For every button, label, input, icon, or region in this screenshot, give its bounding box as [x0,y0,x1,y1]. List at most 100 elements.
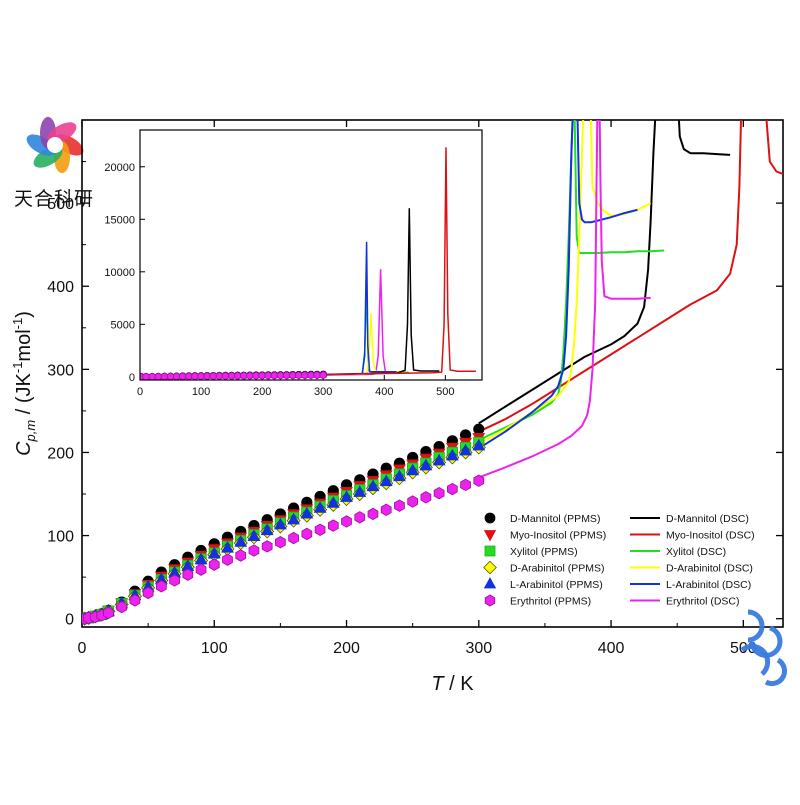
inset-point-erythritol-ppms [221,371,230,380]
main-y-tick-label: 200 [47,445,74,462]
main-point-erythritol-ppms [195,563,207,576]
inset-point-erythritol-ppms [173,372,181,380]
main-point-l-arabinitol-ppms [340,490,353,502]
inset-x-tick-label: 400 [375,386,393,398]
inset-point-erythritol-ppms [246,371,254,380]
main-point-l-arabinitol-ppms [247,529,261,541]
inset-point-erythritol-ppms [215,371,224,380]
main-y-tick-label: 0 [65,612,74,629]
legend-marker-l-arabinitol-ppms [483,577,497,589]
main-point-erythritol-ppms [156,580,167,593]
legend-item-xylitol-dsc: Xylitol (DSC) [630,546,726,558]
inset-point-erythritol-ppms [160,372,169,380]
inset-point-erythritol-ppms [282,371,291,380]
legend-item-myo-inositol-ppms: Myo-Inositol (PPMS) [483,530,606,542]
y-axis-unit: mol [13,329,35,361]
inset-point-erythritol-ppms [209,371,217,380]
main-point-erythritol-ppms [420,491,432,504]
main-point-erythritol-ppms [433,487,445,500]
main-point-l-arabinitol-ppms [366,479,380,492]
main-point-erythritol-ppms [407,495,419,508]
main-point-erythritol-ppms [208,558,220,571]
legend-marker-erythritol-ppms [484,594,496,607]
y-axis-symbol: C [13,441,35,456]
inset-x-tick-label: 100 [192,386,210,398]
main-point-l-arabinitol-ppms [432,453,446,466]
watermark-logo-center [47,137,63,153]
y-axis-superscript: -1 [10,362,25,374]
main-point-erythritol-ppms [261,540,273,553]
inset-y-tick-label: 5000 [111,319,135,331]
watermark-logo-icon [26,116,84,174]
legend-label-erythritol-dsc: Erythritol (DSC) [666,596,740,608]
main-x-tick-label: 200 [333,640,360,657]
y-axis-superscript: -1 [10,318,25,330]
main-y-tick-label: 500 [47,196,74,213]
main-point-erythritol-ppms [473,474,485,487]
legend-item-d-mannitol-ppms: D-Mannitol (PPMS) [484,512,600,525]
inset-point-erythritol-ppms [148,372,156,380]
main-point-l-arabinitol-ppms [445,448,459,461]
main-x-tick-label: 100 [201,640,228,657]
legend-marker-d-mannitol-ppms [484,512,496,524]
inset-markers-erythritol-ppms [140,370,327,380]
legend-label-l-arabinitol-ppms: L-Arabinitol (PPMS) [510,579,603,591]
main-line-myo-inositol-dsc [478,120,783,433]
main-point-l-arabinitol-ppms [393,469,406,482]
y-axis-unit: ) [13,311,35,318]
inset-point-erythritol-ppms [313,370,321,380]
main-point-erythritol-ppms [354,511,366,524]
inset-plot-border [139,129,483,381]
main-point-erythritol-ppms [460,478,471,492]
main-point-l-arabinitol-ppms [273,517,287,530]
main-point-erythritol-ppms [142,586,154,600]
inset-point-erythritol-ppms [270,371,278,380]
main-point-erythritol-ppms [327,519,339,532]
inset-point-erythritol-ppms [166,372,175,380]
main-point-l-arabinitol-ppms [221,540,234,553]
watermark-logo-petal [26,134,56,156]
main-point-l-arabinitol-ppms [326,496,340,508]
main-x-axis-symbol: T [431,673,445,695]
inset-point-erythritol-ppms [203,371,211,380]
main-line-d-mannitol-dsc [478,120,731,425]
inset-point-erythritol-ppms [252,371,260,380]
main-point-erythritol-ppms [116,600,128,614]
main-point-erythritol-ppms [446,482,458,496]
main-x-tick-label: 400 [598,640,625,657]
main-point-erythritol-ppms [235,549,247,562]
inset-point-erythritol-ppms [240,371,248,380]
inset-x-tick-label: 200 [253,386,271,398]
legend-item-erythritol-dsc: Erythritol (DSC) [630,596,740,608]
inset-series-group [140,147,476,380]
main-y-axis-title: Cp,m / (JK-1mol-1) [10,311,38,456]
inset-line-myo-inositol-dsc [323,147,476,376]
legend-item-l-arabinitol-ppms: L-Arabinitol (PPMS) [483,577,603,591]
main-line-l-arabinitol-dsc [478,120,638,450]
corner-watermark-ring [740,643,771,676]
legend-item-myo-inositol-dsc: Myo-Inositol (DSC) [630,530,755,542]
legend-item-d-mannitol-dsc: D-Mannitol (DSC) [630,513,749,525]
legend-item-d-arabinitol-ppms: D-Arabinitol (PPMS) [483,560,605,575]
inset-x-tick-label: 300 [314,386,332,398]
inset-point-erythritol-ppms [264,371,272,380]
main-point-erythritol-ppms [248,544,260,557]
inset-x-tick-label: 500 [436,386,454,398]
legend-marker-d-arabinitol-ppms [483,560,497,575]
legend-item-xylitol-ppms: Xylitol (PPMS) [484,545,578,558]
main-point-erythritol-ppms [222,553,233,566]
inset-point-erythritol-ppms [276,371,285,380]
inset-point-erythritol-ppms [301,371,309,380]
legend-label-d-arabinitol-dsc: D-Arabinitol (DSC) [666,563,753,575]
inset-y-tick-label: 10000 [104,267,135,279]
main-point-l-arabinitol-ppms [406,463,420,476]
legend-label-xylitol-ppms: Xylitol (PPMS) [510,546,578,558]
main-x-axis-unit: / K [444,673,475,695]
corner-watermark-icon [740,609,788,687]
main-point-erythritol-ppms [341,515,352,528]
inset-point-erythritol-ppms [258,371,266,380]
inset-point-erythritol-ppms [234,371,242,380]
main-line-erythritol-dsc [478,120,651,479]
inset-y-tick-label: 20000 [104,162,135,174]
